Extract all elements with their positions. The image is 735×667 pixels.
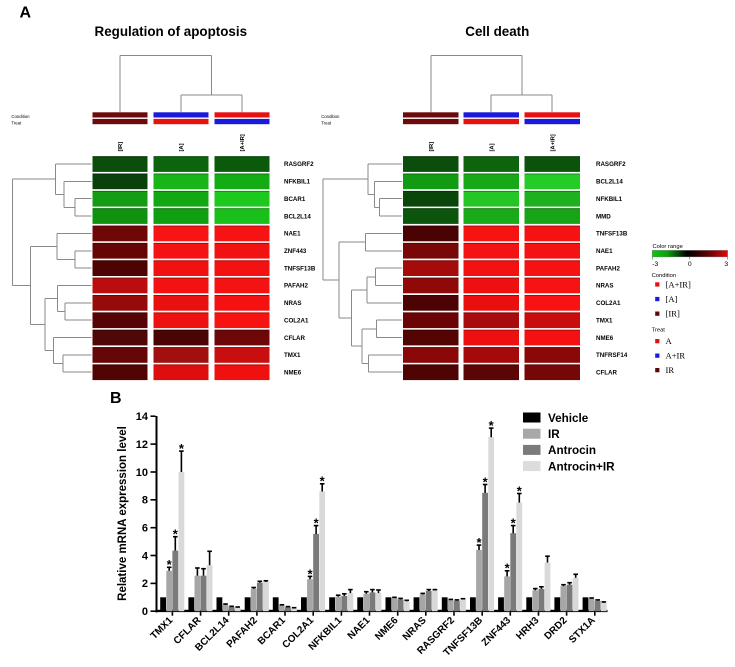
svg-text:ZNF443: ZNF443: [480, 615, 514, 649]
svg-text:STX1A: STX1A: [567, 615, 598, 646]
svg-text:8: 8: [142, 495, 148, 507]
svg-text:IR: IR: [548, 428, 560, 441]
svg-text:4: 4: [142, 550, 149, 562]
svg-text:*: *: [483, 474, 489, 489]
svg-text:Antrocin+IR: Antrocin+IR: [548, 460, 615, 473]
svg-text:COL2A1: COL2A1: [596, 300, 621, 307]
svg-text:Antrocin: Antrocin: [548, 444, 596, 457]
svg-text:PAFAH2: PAFAH2: [596, 265, 621, 272]
svg-text:*: *: [320, 474, 326, 489]
svg-text:Treat: Treat: [652, 328, 666, 334]
svg-text:A: A: [666, 336, 673, 346]
svg-text:*: *: [505, 561, 511, 576]
svg-text:2: 2: [142, 578, 148, 590]
svg-text:Treat: Treat: [321, 121, 332, 126]
svg-text:NME6: NME6: [284, 369, 302, 376]
svg-text:TMX1: TMX1: [596, 317, 613, 324]
svg-text:Condition: Condition: [652, 273, 677, 279]
svg-text:[A+IR]: [A+IR]: [551, 134, 557, 151]
svg-text:TNFSF13B: TNFSF13B: [596, 231, 628, 238]
svg-text:PAFAH2: PAFAH2: [284, 283, 309, 290]
svg-text:A+IR: A+IR: [666, 351, 686, 361]
svg-text:PAFAH2: PAFAH2: [225, 615, 260, 650]
svg-text:*: *: [167, 557, 173, 572]
svg-text:14: 14: [136, 411, 149, 423]
svg-text:TMX1: TMX1: [149, 615, 176, 642]
svg-text:Cell death: Cell death: [465, 24, 529, 39]
svg-text:NFKBIL1: NFKBIL1: [284, 179, 311, 186]
svg-text:[IR]: [IR]: [118, 142, 124, 152]
svg-text:*: *: [173, 527, 179, 542]
svg-text:TNFRSF14: TNFRSF14: [596, 352, 628, 359]
svg-text:CFLAR: CFLAR: [596, 369, 617, 376]
svg-text:NRAS: NRAS: [596, 283, 614, 290]
svg-text:ZNF443: ZNF443: [284, 248, 307, 255]
svg-text:[A]: [A]: [666, 294, 678, 304]
svg-text:TMX1: TMX1: [284, 352, 301, 359]
svg-text:*: *: [517, 483, 523, 498]
svg-text:[A]: [A]: [489, 143, 495, 151]
svg-text:0: 0: [142, 606, 148, 618]
svg-text:Condition: Condition: [321, 114, 340, 119]
svg-text:NAE1: NAE1: [346, 615, 373, 642]
svg-text:Condition: Condition: [11, 114, 30, 119]
svg-text:12: 12: [136, 439, 148, 451]
svg-text:IR: IR: [666, 365, 675, 375]
svg-text:RASGRF2: RASGRF2: [596, 161, 626, 168]
svg-text:*: *: [489, 418, 495, 433]
svg-text:[A+IR]: [A+IR]: [666, 280, 692, 290]
svg-text:NRAS: NRAS: [284, 300, 302, 307]
svg-text:*: *: [179, 441, 185, 456]
svg-text:[A+IR]: [A+IR]: [240, 134, 246, 151]
svg-text:NME6: NME6: [596, 335, 614, 342]
svg-text:[IR]: [IR]: [429, 142, 435, 152]
svg-text:A: A: [20, 5, 32, 22]
svg-text:-3: -3: [652, 261, 658, 268]
svg-text:HRH3: HRH3: [514, 615, 541, 642]
svg-text:BCL2L14: BCL2L14: [596, 179, 623, 186]
svg-text:3: 3: [724, 261, 728, 268]
svg-text:NAE1: NAE1: [284, 231, 301, 238]
svg-text:COL2A1: COL2A1: [284, 317, 309, 324]
svg-text:10: 10: [136, 467, 148, 479]
svg-text:B: B: [110, 390, 122, 407]
svg-text:[A]: [A]: [179, 143, 185, 151]
svg-text:BCAR1: BCAR1: [284, 196, 306, 203]
svg-text:DRD2: DRD2: [542, 615, 569, 642]
svg-text:*: *: [307, 566, 313, 581]
svg-text:*: *: [476, 535, 482, 550]
svg-text:0: 0: [688, 261, 692, 268]
svg-text:Color range: Color range: [653, 244, 683, 250]
svg-text:NAE1: NAE1: [596, 248, 613, 255]
svg-text:6: 6: [142, 523, 148, 535]
svg-text:BCL2L14: BCL2L14: [284, 213, 311, 220]
svg-text:NME6: NME6: [373, 615, 401, 643]
svg-text:RASGRF2: RASGRF2: [284, 161, 314, 168]
svg-text:Treat: Treat: [11, 121, 22, 126]
svg-text:[IR]: [IR]: [666, 309, 680, 319]
svg-text:*: *: [314, 516, 320, 531]
svg-text:Regulation of apoptosis: Regulation of apoptosis: [95, 24, 248, 39]
svg-text:Relative mRNA expression level: Relative mRNA expression level: [117, 426, 129, 601]
svg-text:TNFSF13B: TNFSF13B: [284, 265, 316, 272]
svg-text:*: *: [511, 516, 517, 531]
svg-text:CFLAR: CFLAR: [284, 335, 305, 342]
svg-text:MMD: MMD: [596, 213, 611, 220]
svg-text:Vehicle: Vehicle: [548, 412, 589, 425]
svg-text:NFKBIL1: NFKBIL1: [596, 196, 623, 203]
